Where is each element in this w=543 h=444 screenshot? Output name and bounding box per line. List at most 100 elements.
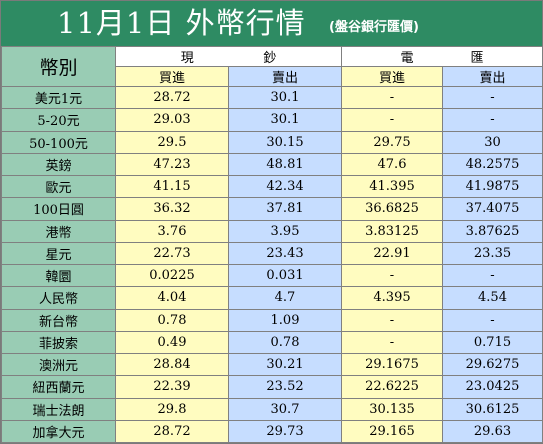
telegraphic-group-char-2: 匯 <box>470 51 484 66</box>
telegraphic-buy-cell: 41.395 <box>341 174 443 199</box>
cash-buy-cell: 0.0225 <box>115 263 229 288</box>
telegraphic-buy-cell: 29.165 <box>341 419 443 444</box>
telegraphic-sell-cell: 37.4075 <box>442 197 543 221</box>
cash-buy-cell: 28.72 <box>115 85 229 110</box>
currency-name-cell: 瑞士法朗 <box>1 397 116 421</box>
telegraphic-buy-cell: 3.83125 <box>341 219 443 243</box>
currency-name-cell: 加拿大元 <box>1 419 116 444</box>
table-row: 美元1元 28.72 30.1- - <box>1 85 543 110</box>
cash-sell-cell: 30.15 <box>228 130 342 154</box>
table-row: 加拿大元 28.72 29.73 29.165 29.63 <box>1 419 543 444</box>
currency-name-cell: 港幣 <box>1 219 116 243</box>
header-row-sub: 買進 賣出 買進 賣出 <box>2 66 543 87</box>
table-row: 澳洲元 28.84 30.21 29.1675 29.6275 <box>1 352 543 377</box>
table-row: 人民幣 4.04 4.7 4.395 4.54 <box>1 286 543 310</box>
currency-name-cell: 菲披索 <box>1 330 116 355</box>
telegraphic-sell-cell: 0.715 <box>442 330 543 355</box>
telegraphic-buy-cell: 47.6 <box>341 152 443 177</box>
cash-buy-cell: 29.03 <box>115 108 229 132</box>
cash-buy-header: 買進 <box>115 66 229 87</box>
telegraphic-sell-cell: 30.6125 <box>442 397 543 421</box>
cash-buy-cell: 47.23 <box>115 152 229 177</box>
cash-buy-cell: 3.76 <box>115 219 229 243</box>
cash-buy-cell: 28.84 <box>115 352 229 377</box>
cash-sell-header: 賣出 <box>228 66 342 87</box>
cash-buy-cell: 41.15 <box>115 174 229 199</box>
cash-buy-cell: 29.5 <box>115 130 229 154</box>
cash-buy-cell: 29.8 <box>115 397 229 421</box>
cash-sell-cell: 30.1 <box>228 85 342 110</box>
telegraphic-buy-cell: 36.6825 <box>341 197 443 221</box>
cash-sell-cell: 37.81 <box>228 197 342 221</box>
exchange-rate-table: 幣別 現 鈔 電 匯 買進 賣出 買進 賣出 <box>1 46 543 444</box>
currency-name-cell: 美元1元 <box>1 85 116 110</box>
header-row-group: 幣別 現 鈔 電 匯 <box>1 46 543 87</box>
telegraphic-sell-cell: 4.54 <box>442 286 543 310</box>
telegraphic-buy-cell: - <box>341 308 443 332</box>
telegraphic-sell-cell: - <box>442 308 543 332</box>
cash-buy-cell: 0.49 <box>115 330 229 355</box>
currency-name-cell: 50-100元 <box>1 130 116 154</box>
currency-name-cell: 100日圓 <box>1 197 116 221</box>
cash-sell-cell: 3.95 <box>228 219 342 243</box>
telegraphic-buy-cell: 30.135 <box>341 397 443 421</box>
currency-name-cell: 紐西蘭元 <box>1 375 116 399</box>
cash-buy-cell: 22.39 <box>115 375 229 399</box>
currency-name-cell: 新台幣 <box>1 308 116 332</box>
title-bar: 11月1日 外幣行情 (盤谷銀行匯價) <box>1 1 542 46</box>
telegraphic-buy-cell: - <box>341 263 443 288</box>
telegraphic-sell-cell: 30 <box>442 130 543 154</box>
cash-sell-cell: 48.81 <box>228 152 342 177</box>
currency-name-cell: 歐元 <box>1 174 116 199</box>
cash-buy-cell: 4.04 <box>115 286 229 310</box>
currency-name-cell: 人民幣 <box>1 286 116 310</box>
rate-table-body: 美元1元 28.72 30.1- -5-20元 29.03 30.1- -50-100元 29… <box>1 85 543 444</box>
telegraphic-buy-cell: 22.91 <box>341 241 443 266</box>
telegraphic-sell-cell: 29.6275 <box>442 352 543 377</box>
cash-buy-cell: 28.72 <box>115 419 229 444</box>
telegraphic-sell-cell: 41.9875 <box>442 174 543 199</box>
cash-sell-cell: 30.1 <box>228 108 342 132</box>
table-row: 星元 22.73 23.43 22.91 23.35 <box>1 241 543 266</box>
currency-name-cell: 星元 <box>1 241 116 266</box>
telegraphic-sell-cell: 48.2575 <box>442 152 543 177</box>
cash-sell-cell: 23.52 <box>228 375 342 399</box>
table-row: 港幣 3.76 3.95 3.83125 3.87625 <box>1 219 543 243</box>
cash-buy-cell: 36.32 <box>115 197 229 221</box>
cash-sell-cell: 4.7 <box>228 286 342 310</box>
table-row: 韓圜 0.0225 0.031- - <box>1 263 543 288</box>
telegraphic-sell-cell: - <box>442 85 543 110</box>
table-row: 50-100元 29.5 30.15 29.75 30 <box>1 130 543 154</box>
page-subtitle-source: (盤谷銀行匯價) <box>329 20 419 35</box>
telegraphic-sell-cell: 23.0425 <box>442 375 543 399</box>
cash-sell-cell: 23.43 <box>228 241 342 266</box>
cash-sell-cell: 42.34 <box>228 174 342 199</box>
table-row: 紐西蘭元 22.39 23.52 22.6225 23.0425 <box>1 375 543 399</box>
telegraphic-buy-cell: 22.6225 <box>341 375 443 399</box>
telegraphic-sell-cell: 23.35 <box>442 241 543 266</box>
cash-buy-cell: 22.73 <box>115 241 229 266</box>
telegraphic-sell-cell: - <box>442 263 543 288</box>
table-row: 新台幣 0.78 1.09- - <box>1 308 543 332</box>
table-row: 歐元 41.15 42.34 41.395 41.9875 <box>1 174 543 199</box>
currency-name-cell: 韓圜 <box>1 263 116 288</box>
telegraphic-buy-header: 買進 <box>341 66 443 87</box>
cash-sell-cell: 1.09 <box>228 308 342 332</box>
cash-sell-cell: 30.7 <box>228 397 342 421</box>
telegraphic-buy-cell: 4.395 <box>341 286 443 310</box>
cash-sell-cell: 0.031 <box>228 263 342 288</box>
table-row: 5-20元 29.03 30.1- - <box>1 108 543 132</box>
telegraphic-group-header: 電 匯 <box>341 46 543 67</box>
telegraphic-buy-cell: 29.1675 <box>341 352 443 377</box>
table-row: 100日圓 36.32 37.81 36.6825 37.4075 <box>1 197 543 221</box>
currency-column-header: 幣別 <box>1 46 116 87</box>
cash-group-char-2: 鈔 <box>263 51 277 66</box>
currency-name-cell: 澳洲元 <box>1 352 116 377</box>
cash-group-header: 現 鈔 <box>115 46 342 67</box>
cash-sell-cell: 0.78 <box>228 330 342 355</box>
telegraphic-sell-header: 賣出 <box>442 66 543 87</box>
telegraphic-group-char-1: 電 <box>400 51 414 66</box>
currency-name-cell: 5-20元 <box>1 108 116 132</box>
telegraphic-sell-cell: 29.63 <box>442 419 543 444</box>
